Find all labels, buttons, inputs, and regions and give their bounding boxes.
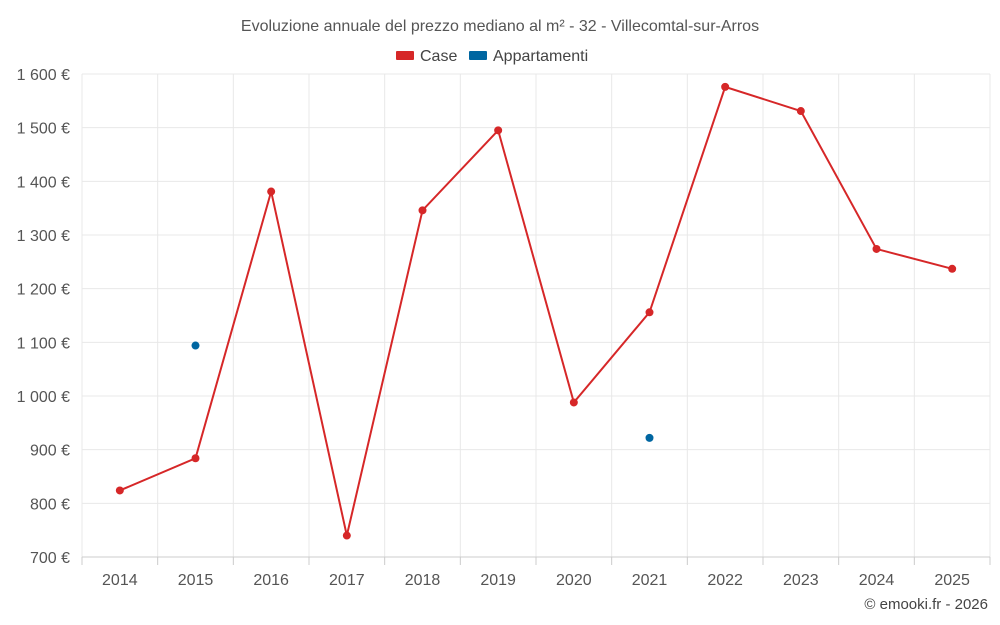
data-point-appartamenti[interactable]	[645, 433, 654, 442]
legend-label-appartamenti[interactable]: Appartamenti	[493, 48, 588, 65]
y-tick-label: 1 200 €	[17, 282, 70, 299]
data-point-case[interactable]	[645, 308, 654, 317]
data-point-case[interactable]	[721, 82, 730, 91]
x-tick-label: 2015	[178, 572, 214, 589]
data-point-case[interactable]	[191, 454, 200, 463]
data-point-case[interactable]	[342, 531, 351, 540]
y-tick-label: 1 300 €	[17, 228, 70, 245]
y-tick-label: 1 400 €	[17, 174, 70, 191]
legend: Case Appartamenti	[396, 48, 588, 65]
credit-text: © emooki.fr - 2026	[864, 596, 988, 613]
data-point-case[interactable]	[115, 486, 124, 495]
x-tick-label: 2021	[632, 572, 668, 589]
data-point-appartamenti[interactable]	[191, 341, 200, 350]
legend-swatch-appartamenti	[469, 51, 487, 60]
y-tick-label: 900 €	[30, 443, 70, 460]
grid-layer	[81, 73, 991, 557]
x-tick-label: 2014	[102, 572, 138, 589]
x-tick-label: 2022	[707, 572, 743, 589]
y-tick-label: 800 €	[30, 496, 70, 513]
chart-title: Evoluzione annuale del prezzo mediano al…	[241, 18, 759, 35]
x-tick-label: 2020	[556, 572, 592, 589]
y-tick-label: 1 500 €	[17, 121, 70, 138]
x-tick-label: 2023	[783, 572, 819, 589]
data-point-case[interactable]	[796, 107, 805, 116]
legend-label-case[interactable]: Case	[420, 48, 457, 65]
data-point-case[interactable]	[872, 244, 881, 253]
x-tick-label: 2017	[329, 572, 365, 589]
data-point-case[interactable]	[418, 206, 427, 215]
y-tick-label: 700 €	[30, 550, 70, 567]
x-tick-label: 2016	[253, 572, 289, 589]
axis-layer: 700 € 800 € 900 € 1 000 € 1 100 € 1 200 € 1 30…	[17, 67, 991, 589]
y-tick-label: 1 600 €	[17, 67, 70, 84]
y-tick-label: 1 100 €	[17, 335, 70, 352]
legend-swatch-case	[396, 51, 414, 60]
data-point-case[interactable]	[948, 264, 957, 273]
x-tick-label: 2018	[405, 572, 441, 589]
y-tick-label: 1 000 €	[17, 389, 70, 406]
data-point-case[interactable]	[494, 126, 503, 135]
x-tick-label: 2025	[934, 572, 970, 589]
series-layer	[115, 82, 957, 540]
series-line-case	[119, 85, 953, 536]
x-tick-label: 2024	[859, 572, 895, 589]
x-tick-label: 2019	[480, 572, 516, 589]
data-point-case[interactable]	[267, 187, 276, 196]
data-point-case[interactable]	[569, 398, 578, 407]
